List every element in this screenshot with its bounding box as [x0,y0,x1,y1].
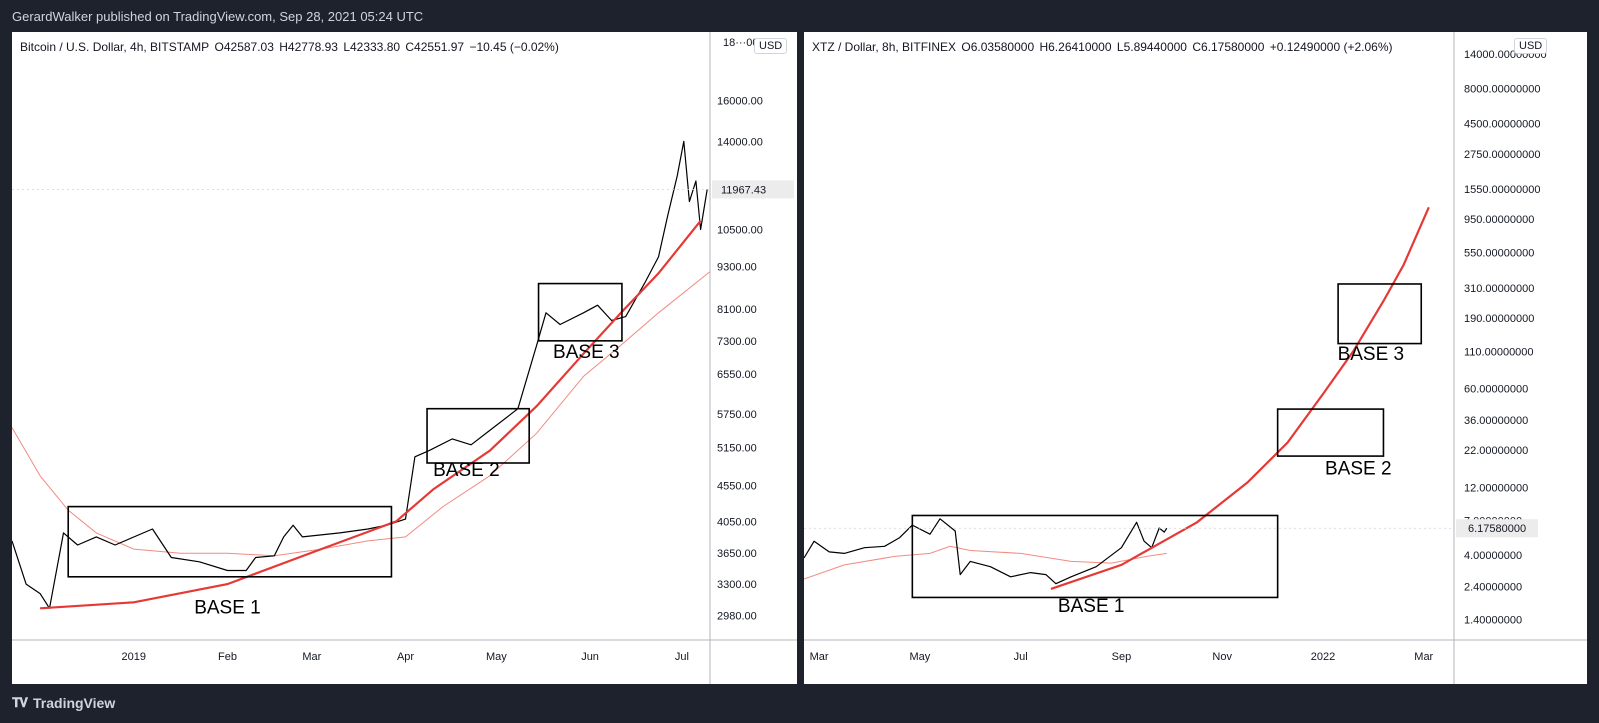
price-tick-label: 2.40000000 [1464,581,1522,593]
price-tick-label: 5150.00 [717,443,757,455]
parabolic-curve [40,220,702,610]
price-tick-label: 36.00000000 [1464,415,1528,427]
price-tick-label: 12.00000000 [1464,482,1528,494]
price-tick-label: 3650.00 [717,548,757,560]
base-label-2: BASE 2 [433,460,500,481]
price-tick-label: 10500.00 [717,224,763,236]
price-tick-label: 550.00000000 [1464,248,1534,260]
currency-badge[interactable]: USD [754,38,788,54]
price-tick-label: 190.00000000 [1464,313,1534,325]
time-tick-label: Jun [581,651,599,663]
xtz-chart-svg: 14000.000000008000.000000004500.00000000… [804,32,1587,684]
ohlc-close: C6.17580000 [1192,40,1265,54]
time-tick-label: Mar [810,651,829,663]
time-tick-label: Jul [675,651,689,663]
price-tick-label: 6550.00 [717,369,757,381]
price-tick-label: 16000.00 [717,95,763,107]
price-tick-label: 1.40000000 [1464,614,1522,626]
time-tick-label: Apr [397,651,414,663]
last-price-label: 6.17580000 [1468,523,1526,535]
moving-average-line [12,271,711,557]
time-tick-label: May [910,651,931,663]
price-tick-label: 9300.00 [717,262,757,274]
symbol-label[interactable]: XTZ / Dollar, 8h, BITFINEX [812,40,957,54]
price-tick-label: 4550.00 [717,481,757,493]
price-tick-label: 22.00000000 [1464,445,1528,457]
price-tick-label: 3300.00 [717,579,757,591]
ohlc-high: H42778.93 [279,40,338,54]
price-tick-label: 2750.00000000 [1464,149,1540,161]
time-tick-label: Sep [1112,651,1132,663]
base-box-2 [1276,408,1385,457]
price-tick-label: 5750.00 [717,409,757,421]
base-label-3: BASE 3 [553,342,620,363]
price-series-line [12,140,708,609]
base-box-3 [1337,283,1423,345]
time-tick-label: Mar [1414,651,1433,663]
base-box-2 [426,407,530,464]
base-label-2: BASE 2 [1325,459,1392,480]
price-tick-label: 1550.00000000 [1464,184,1540,196]
xtz-chart-panel[interactable]: XTZ / Dollar, 8h, BITFINEX O6.03580000 H… [804,32,1587,684]
ohlc-open: O6.03580000 [961,40,1035,54]
base-box-3 [537,282,623,342]
last-price-badge [712,180,794,199]
ohlc-close: C42551.97 [405,40,465,54]
last-price-badge [1456,519,1538,538]
price-tick-label: 110.00000000 [1464,346,1534,358]
price-tick-label: 2980.00 [717,610,757,622]
ohlc-high: H6.26410000 [1039,40,1112,54]
publisher-header: GerardWalker published on TradingView.co… [12,9,424,24]
time-tick-label: Nov [1212,651,1232,663]
bitcoin-chart-panel[interactable]: Bitcoin / U.S. Dollar, 4h, BITSTAMP O425… [12,32,797,684]
tradingview-footer[interactable]: 𝐓𝐕 TradingView [12,695,115,711]
price-tick-label: 14000.00 [717,136,763,148]
footer-logo-text: TradingView [33,695,116,711]
price-tick-label: 8100.00 [717,304,757,316]
time-tick-label: 2019 [122,651,146,663]
parabolic-curve [1050,206,1430,590]
base-box-1 [67,505,393,578]
ohlc-open: O42587.03 [214,40,274,54]
base-label-1: BASE 1 [194,597,261,618]
bitcoin-chart-svg: 16000.00 14000.00 10500.00 9300.00 8100.00 73… [12,32,797,684]
time-tick-label: Feb [218,651,237,663]
symbol-label[interactable]: Bitcoin / U.S. Dollar, 4h, BITSTAMP [20,40,210,54]
xtz-legend: XTZ / Dollar, 8h, BITFINEX O6.03580000 H… [812,40,1395,54]
moving-average-line [804,545,1167,580]
price-tick-label: 4500.00000000 [1464,119,1540,131]
base-label-3: BASE 3 [1338,344,1405,365]
currency-badge[interactable]: USD [1514,38,1548,54]
price-tick-label: 60.00000000 [1464,384,1528,396]
time-tick-label: Mar [302,651,321,663]
ohlc-low: L42333.80 [343,40,401,54]
price-tick-label: 310.00000000 [1464,283,1534,295]
ohlc-low: L5.89440000 [1116,40,1187,54]
price-tick-label: 7300.00 [717,336,757,348]
ohlc-change: +0.12490000 (+2.06%) [1269,40,1393,54]
time-tick-label: 2022 [1311,651,1335,663]
price-tick-label: 8000.00000000 [1464,83,1540,95]
base-label-1: BASE 1 [1058,596,1125,617]
price-tick-partial: 18···00 [723,37,758,49]
base-box-1 [911,514,1279,599]
price-tick-label: 950.00000000 [1464,214,1534,226]
bitcoin-legend: Bitcoin / U.S. Dollar, 4h, BITSTAMP O425… [20,40,561,54]
last-price-label: 11967.43 [721,184,766,196]
time-tick-label: Jul [1014,651,1028,663]
price-tick-label: 4.00000000 [1464,550,1522,562]
tradingview-logo-icon: 𝐓𝐕 [12,695,28,710]
price-tick-label: 4050.00 [717,516,757,528]
ohlc-change: −10.45 (−0.02%) [469,40,559,54]
price-series-line [804,518,1168,585]
time-tick-label: May [486,651,507,663]
